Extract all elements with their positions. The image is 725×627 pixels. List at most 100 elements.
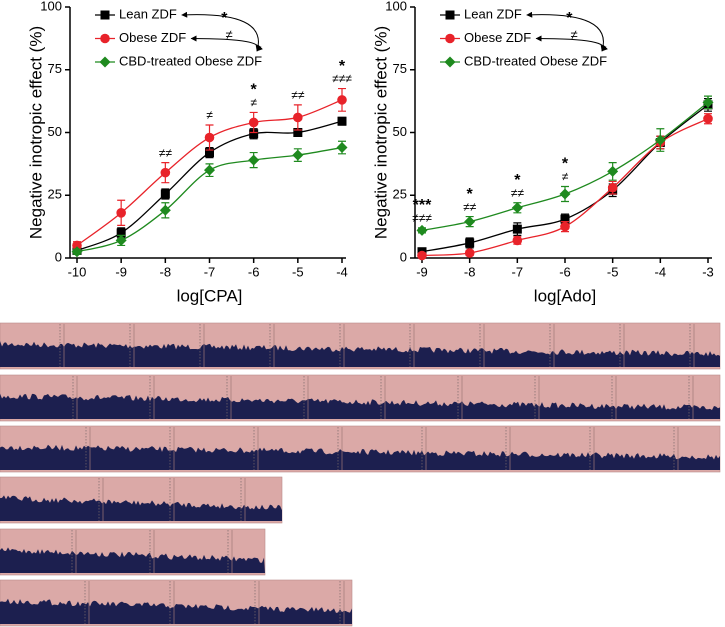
significance-label: * — [562, 156, 569, 173]
comparison-arrow — [535, 35, 608, 52]
significance-label: ≠ — [562, 170, 569, 184]
y-tick-label: 50 — [48, 124, 62, 139]
point — [72, 240, 82, 251]
legend-label: CBD-treated Obese ZDF — [119, 53, 262, 68]
point — [464, 248, 475, 258]
point — [511, 202, 523, 214]
x-tick-label: -4 — [336, 264, 348, 279]
point — [160, 167, 171, 178]
point — [559, 188, 571, 200]
point — [560, 214, 570, 224]
significance-label: ≠≠ — [159, 146, 173, 160]
significance-label: *** — [413, 197, 432, 214]
x-tick-label: -7 — [204, 264, 216, 279]
point — [465, 238, 475, 248]
y-tick-label: 75 — [393, 61, 407, 76]
legend-label: Obese ZDF — [119, 30, 186, 45]
trace-signal — [0, 393, 720, 419]
x-tick-label: -7 — [512, 264, 524, 279]
trace-strip — [0, 374, 721, 422]
trace-signal — [0, 495, 282, 521]
point — [292, 149, 304, 161]
y-tick-label: 25 — [393, 187, 407, 202]
legend-label: CBD-treated Obese ZDF — [464, 53, 607, 68]
y-tick-label: 50 — [393, 124, 407, 139]
x-axis-label: log[Ado] — [534, 286, 596, 305]
y-axis-label: Negative inotropic effect (%) — [371, 26, 390, 239]
x-tick-label: -5 — [607, 264, 619, 279]
x-tick-label: -6 — [559, 264, 571, 279]
point — [336, 142, 348, 154]
point — [337, 116, 347, 126]
significance-label: ≠ — [250, 96, 257, 110]
point — [416, 224, 428, 236]
point — [293, 128, 303, 137]
x-tick-label: -6 — [248, 264, 260, 279]
point — [248, 117, 259, 128]
y-tick-label: 25 — [48, 187, 62, 202]
comparison-symbol: * — [566, 10, 573, 27]
trace-signal — [0, 547, 265, 573]
point — [115, 234, 127, 246]
x-tick-label: -8 — [160, 264, 172, 279]
y-tick-label: 100 — [385, 0, 407, 13]
significance-label: ≠≠ — [511, 186, 525, 200]
y-axis-label: Negative inotropic effect (%) — [26, 26, 45, 239]
significance-label: ≠≠ — [291, 88, 305, 102]
trace-strip — [0, 425, 721, 473]
point — [607, 182, 618, 193]
trace-strip — [0, 528, 266, 576]
point — [512, 235, 523, 246]
point — [71, 246, 83, 258]
point — [248, 154, 260, 166]
legend-label: Lean ZDF — [464, 6, 522, 21]
x-axis-label: log[CPA] — [177, 286, 243, 305]
legend-label: Lean ZDF — [119, 6, 177, 21]
y-tick-label: 0 — [400, 249, 407, 264]
legend-label: Obese ZDF — [464, 30, 531, 45]
trace-signal — [0, 341, 720, 367]
comparison-symbol: ≠ — [571, 27, 578, 42]
point — [293, 112, 303, 123]
chart: 0 25 50 75 100 -9 -8 -7 -6 -5 -4 -3 log[Ado] Negative… — [371, 0, 713, 305]
comparison-symbol: ≠ — [226, 27, 233, 42]
point — [512, 224, 522, 234]
point — [702, 96, 714, 108]
point — [160, 189, 170, 199]
point — [116, 208, 126, 218]
significance-label: * — [514, 172, 521, 189]
point — [159, 204, 171, 216]
point — [703, 113, 713, 124]
comparison-arrow — [190, 35, 263, 52]
trace-strip — [0, 322, 721, 370]
point — [464, 216, 476, 228]
significance-label: ≠≠≠ — [332, 72, 352, 86]
significance-label: * — [251, 82, 258, 99]
significance-label: ≠≠≠ — [412, 211, 432, 225]
significance-label: * — [467, 186, 474, 203]
point — [116, 228, 126, 238]
x-tick-label: -3 — [702, 264, 714, 279]
y-tick-label: 75 — [48, 61, 62, 76]
point — [205, 148, 214, 158]
x-tick-label: -4 — [655, 264, 667, 279]
x-tick-label: -9 — [115, 264, 127, 279]
point — [204, 164, 215, 176]
point — [204, 132, 215, 143]
y-tick-label: 0 — [55, 249, 62, 264]
significance-label: ≠ — [206, 108, 213, 122]
trace-strip — [0, 476, 283, 524]
significance-label: ≠≠ — [463, 200, 477, 214]
point — [249, 129, 259, 139]
comparison-arrow — [526, 11, 607, 52]
comparison-symbol: * — [221, 10, 228, 27]
point — [654, 134, 666, 146]
x-tick-label: -8 — [464, 264, 476, 279]
x-tick-label: -5 — [292, 264, 304, 279]
significance-label: * — [339, 58, 346, 75]
trace-signal — [0, 444, 720, 470]
point — [560, 221, 570, 232]
x-tick-label: -9 — [416, 264, 428, 279]
point — [417, 250, 427, 261]
